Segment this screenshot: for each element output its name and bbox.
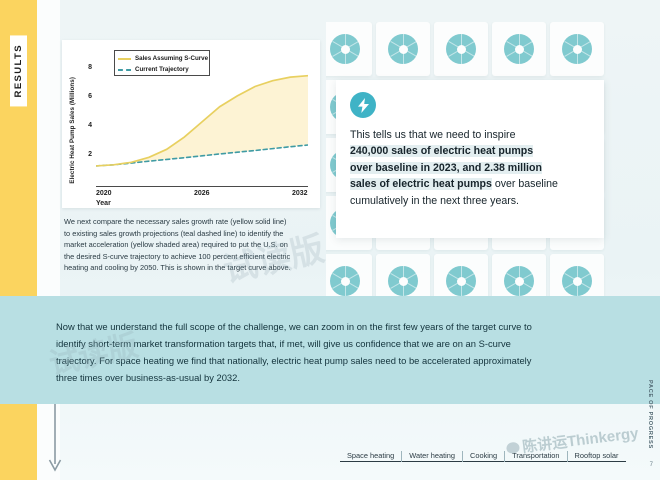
decorative-icon-card [376, 254, 430, 300]
legend-item-s-curve: Sales Assuming S-Curve [118, 53, 209, 64]
quote-panel: This tells us that we need to inspire 24… [326, 22, 614, 300]
chart-legend: Sales Assuming S-Curve Current Trajector… [114, 50, 210, 76]
quote-line-1: This tells us that we need to inspire [350, 129, 516, 141]
donut-spoke [403, 34, 405, 64]
chart-area-fill [96, 75, 308, 166]
chart-figure: Electric Heat Pump Sales (Millions) 2 4 6 8… [62, 40, 320, 208]
fan-donut-icon [562, 266, 592, 296]
results-section-tab[interactable]: RESULTS [0, 18, 37, 123]
nav-separator [462, 450, 464, 462]
caption-line-3: market acceleration (yellow shaded area)… [64, 240, 288, 249]
legend-item-current: Current Trajectory [118, 64, 206, 75]
nav-item-transportation[interactable]: Transportation [505, 450, 567, 462]
chart-y-tick: 6 [88, 93, 92, 101]
donut-spoke [461, 266, 463, 296]
fan-donut-icon [504, 266, 534, 296]
quote-line-2: 240,000 sales of electric heat pumps [350, 145, 534, 158]
chart-y-tick: 8 [88, 64, 92, 72]
legend-label-current: Current Trajectory [135, 66, 189, 73]
bottom-nav[interactable]: Space heating Water heating Cooking Transpo… [340, 450, 626, 462]
lightning-bolt-icon [350, 92, 376, 118]
decorative-icon-card [492, 254, 546, 300]
pace-of-progress-label: PACE OF PROGRESS [647, 379, 653, 449]
caption-line-2: to existing sales growth projections (te… [64, 228, 284, 238]
legend-swatch-s-curve [118, 57, 131, 60]
scroll-down-arrow-icon[interactable] [46, 404, 64, 474]
chart-plot-area [96, 74, 308, 167]
fan-donut-icon [504, 34, 534, 64]
fan-donut-icon [562, 34, 592, 64]
chart-y-tick: 4 [88, 122, 92, 130]
fan-donut-icon [446, 34, 476, 64]
chart-caption: We next compare the necessary sales grow… [64, 216, 316, 274]
chart-x-tick: 2032 [292, 190, 308, 197]
donut-spoke [403, 266, 405, 296]
legend-swatch-current [118, 68, 131, 71]
quote-card: This tells us that we need to inspire 24… [336, 80, 604, 238]
chart-x-axis-title: Year [96, 200, 111, 207]
donut-spoke [519, 266, 521, 296]
decorative-icon-card [326, 22, 372, 76]
nav-separator [566, 450, 568, 462]
chart-x-tick: 2020 [96, 190, 112, 197]
donut-spoke [461, 34, 463, 64]
fan-donut-icon [446, 266, 476, 296]
quote-line-3: over baseline in 2023, and 2.38 million [350, 161, 542, 174]
summary-band [0, 296, 660, 404]
fan-donut-icon [330, 34, 360, 64]
decorative-icon-card [550, 22, 604, 76]
fan-donut-icon [388, 34, 418, 64]
nav-separator [504, 450, 506, 462]
chart-y-tick: 2 [88, 151, 92, 159]
chart-x-tick: 2026 [194, 190, 210, 197]
nav-item-space-heating[interactable]: Space heating [340, 450, 402, 462]
chart-y-axis-title: Electric Heat Pump Sales (Millions) [68, 76, 76, 184]
caption-line-4: the desired S-curve trajectory to achiev… [64, 251, 291, 261]
quote-line-4-rest: over baseline [491, 178, 558, 191]
legend-label-s-curve: Sales Assuming S-Curve [135, 55, 209, 62]
page-number: 7 [649, 462, 653, 468]
chart-series-s-curve [96, 74, 308, 167]
nav-item-cooking[interactable]: Cooking [463, 450, 505, 462]
donut-spoke [577, 266, 579, 296]
decorative-icon-card [434, 254, 488, 300]
nav-item-rooftop-solar[interactable]: Rooftop solar [567, 450, 626, 462]
decorative-icon-card [434, 22, 488, 76]
caption-line-5: heating and cooling by 2050. This is sho… [64, 263, 291, 272]
decorative-icon-card [326, 254, 372, 300]
quote-text: This tells us that we need to inspire 24… [350, 127, 590, 209]
decorative-icon-card [376, 22, 430, 76]
quote-line-5: cumulatively in the next three years. [350, 194, 519, 207]
results-section-label: RESULTS [10, 34, 27, 107]
donut-spoke [577, 34, 579, 64]
fan-donut-icon [388, 266, 418, 296]
quote-line-4-bold: sales of electric heat pumps [350, 178, 492, 191]
nav-separator [401, 450, 403, 462]
pace-of-progress-rail: PACE OF PROGRESS [643, 372, 657, 456]
caption-line-1: We next compare the necessary sales grow… [64, 217, 287, 226]
chart-card: Electric Heat Pump Sales (Millions) 2 4 6 8… [62, 40, 320, 208]
fan-donut-icon [330, 266, 360, 296]
nav-item-water-heating[interactable]: Water heating [402, 450, 463, 462]
chart-x-axis-line [96, 186, 308, 187]
donut-spoke [345, 34, 347, 64]
decorative-icon-card [550, 254, 604, 300]
donut-spoke [345, 266, 347, 296]
summary-paragraph: Now that we understand the full scope of… [56, 321, 532, 383]
donut-spoke [519, 34, 521, 64]
decorative-icon-card [492, 22, 546, 76]
